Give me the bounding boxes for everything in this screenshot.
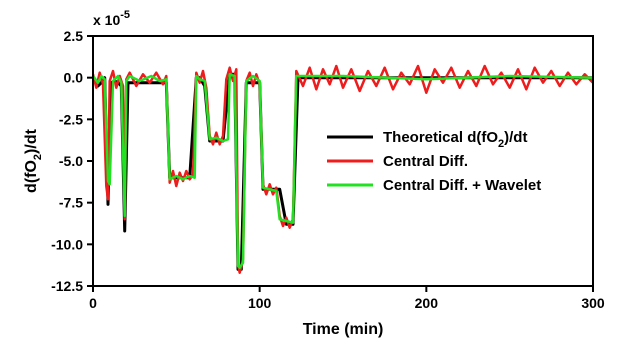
x-tick-label: 0: [89, 295, 97, 311]
x-tick-label: 200: [415, 295, 439, 311]
y-tick-label: -7.5: [59, 195, 83, 211]
x-tick-label: 300: [581, 295, 605, 311]
y-axis-label: d(fO2)/dt: [23, 128, 44, 193]
y-tick-label: -2.5: [59, 111, 83, 127]
y-tick-label: 0.0: [64, 70, 84, 86]
legend-label-theoretical: Theoretical d(fO2)/dt: [383, 129, 527, 150]
series-wavelet-line: [93, 73, 593, 269]
y-tick-label: -12.5: [51, 278, 83, 294]
legend-label-wavelet: Central Diff. + Wavelet: [383, 177, 541, 194]
legend-label-central-diff: Central Diff.: [383, 153, 468, 170]
y-tick-label: -10.0: [51, 236, 83, 252]
x-axis-label: Time (min): [303, 321, 384, 338]
plot-frame: [92, 35, 594, 287]
y-tick-label: 2.5: [64, 28, 84, 44]
x-tick-label: 100: [248, 295, 272, 311]
axis-scale-factor: x 10-5: [93, 9, 130, 28]
legend: Theoretical d(fO2)/dt Central Diff. Cent…: [327, 129, 541, 194]
y-tick-label: -5.0: [59, 153, 83, 169]
